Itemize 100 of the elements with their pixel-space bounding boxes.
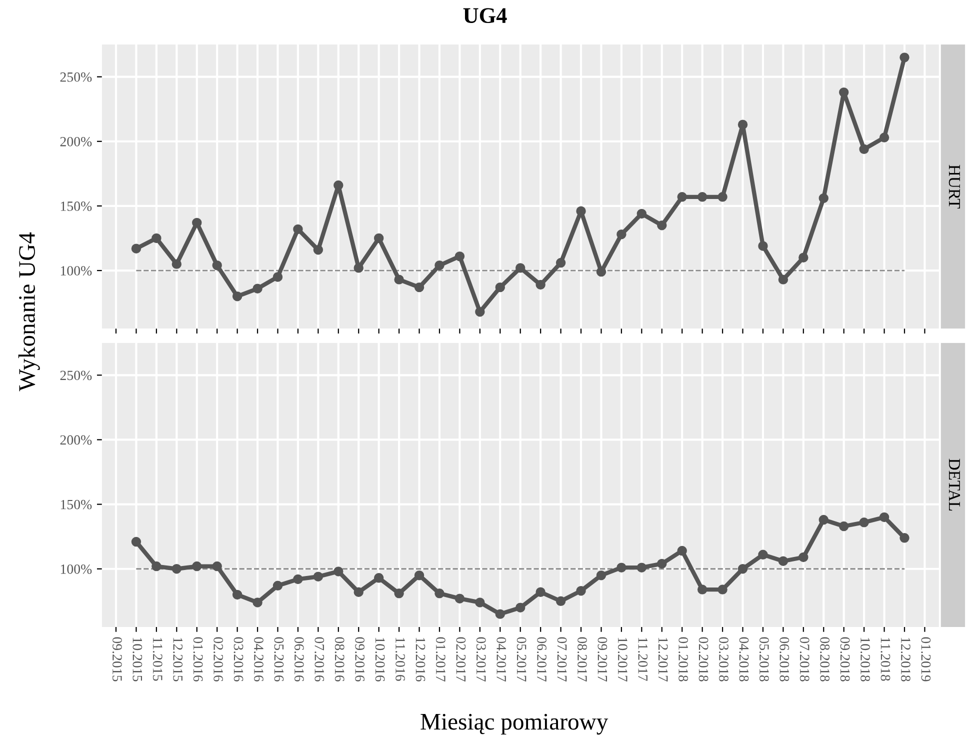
point — [697, 584, 708, 594]
point — [900, 52, 910, 62]
point — [293, 574, 303, 584]
y-tick-label: 250% — [60, 370, 92, 380]
point — [576, 586, 586, 596]
x-tick-label: 06.2018 — [780, 637, 790, 682]
point — [212, 561, 222, 572]
point — [515, 602, 526, 612]
point — [515, 263, 526, 273]
point — [152, 233, 162, 244]
point — [475, 598, 485, 608]
x-tick-label: 10.2015 — [132, 638, 142, 682]
point — [131, 244, 142, 254]
y-tick-label: 150% — [60, 500, 92, 510]
x-tick-label: 12.2015 — [173, 638, 183, 682]
x-tick-label: 08.2016 — [334, 637, 344, 682]
point — [556, 596, 566, 606]
point — [252, 598, 262, 608]
point — [495, 282, 505, 292]
point — [818, 193, 828, 204]
x-tick-label: 10.2017 — [618, 638, 628, 682]
x-tick-label: 11.2017 — [638, 638, 648, 681]
x-tick-label: 01.2017 — [436, 637, 446, 682]
point — [495, 609, 505, 619]
x-tick-label: 05.2016 — [274, 637, 284, 682]
chart-title: UG4 — [463, 8, 507, 24]
point — [212, 260, 222, 270]
point — [131, 536, 142, 547]
x-tick-label: 04.2016 — [254, 637, 264, 682]
point — [293, 224, 303, 234]
point — [414, 282, 424, 292]
point — [313, 572, 324, 582]
point — [879, 512, 890, 522]
point — [414, 570, 424, 580]
x-tick-label: 10.2016 — [375, 638, 385, 682]
point — [616, 230, 626, 240]
point — [313, 245, 324, 255]
x-tick-label: 10.2018 — [860, 638, 870, 682]
x-tick-label: 08.2017 — [577, 637, 587, 682]
point — [172, 564, 182, 574]
x-tick-label: 03.2018 — [719, 637, 728, 682]
y-tick-label: 250% — [60, 72, 92, 82]
x-tick-label: 06.2016 — [294, 637, 304, 682]
point — [879, 132, 890, 142]
point — [718, 584, 728, 594]
x-tick-label: 07.2016 — [314, 637, 324, 682]
point — [718, 192, 728, 202]
text: DETAL — [948, 458, 960, 511]
x-tick-label: 12.2018 — [900, 638, 910, 682]
point — [454, 251, 465, 262]
point — [556, 258, 566, 268]
x-tick-label: 02.2018 — [698, 637, 708, 682]
point — [232, 590, 242, 600]
point — [454, 594, 465, 604]
x-tick-label: 12.2017 — [658, 638, 668, 682]
x-tick-label: 01.2016 — [193, 637, 203, 682]
x-tick-label: 05.2018 — [759, 637, 769, 682]
x-tick-label: 12.2016 — [416, 638, 426, 682]
y-tick-label: 100% — [60, 564, 92, 574]
point — [636, 208, 647, 219]
y-tick-label: 100% — [60, 266, 92, 276]
point — [616, 562, 626, 572]
y-tick-label: 200% — [60, 435, 92, 445]
y-tick-label: 200% — [60, 136, 92, 146]
x-tick-label: 07.2018 — [800, 637, 810, 682]
point — [859, 144, 869, 154]
point — [434, 260, 444, 270]
point — [758, 241, 768, 251]
point — [172, 259, 182, 269]
point — [596, 266, 606, 277]
x-tick-label: 09.2017 — [598, 637, 608, 682]
y-axis-title: Wykonanie UG4 — [18, 232, 40, 392]
point — [738, 120, 748, 130]
point — [859, 518, 869, 528]
point — [838, 87, 849, 98]
point — [596, 570, 606, 580]
point — [838, 521, 849, 532]
x-tick-label: 09.2016 — [355, 637, 365, 682]
point — [475, 307, 485, 317]
text: HURT — [948, 164, 960, 208]
point — [576, 206, 586, 216]
x-tick-label: 07.2017 — [557, 637, 567, 682]
x-tick-label: 03.2017 — [476, 637, 486, 682]
point — [374, 233, 384, 244]
point — [818, 514, 828, 525]
point — [657, 558, 667, 569]
x-tick-label: 04.2018 — [739, 637, 749, 682]
point — [272, 580, 283, 591]
point — [374, 573, 384, 583]
point — [657, 220, 667, 230]
x-tick-label: 11.2018 — [880, 638, 890, 681]
point — [334, 566, 344, 576]
point — [434, 588, 444, 598]
x-tick-label: 06.2017 — [537, 637, 546, 682]
point — [394, 274, 404, 284]
x-tick-label: 01.2019 — [921, 637, 931, 682]
point — [778, 556, 788, 566]
point — [697, 192, 708, 202]
point — [636, 562, 647, 572]
point — [394, 588, 404, 598]
